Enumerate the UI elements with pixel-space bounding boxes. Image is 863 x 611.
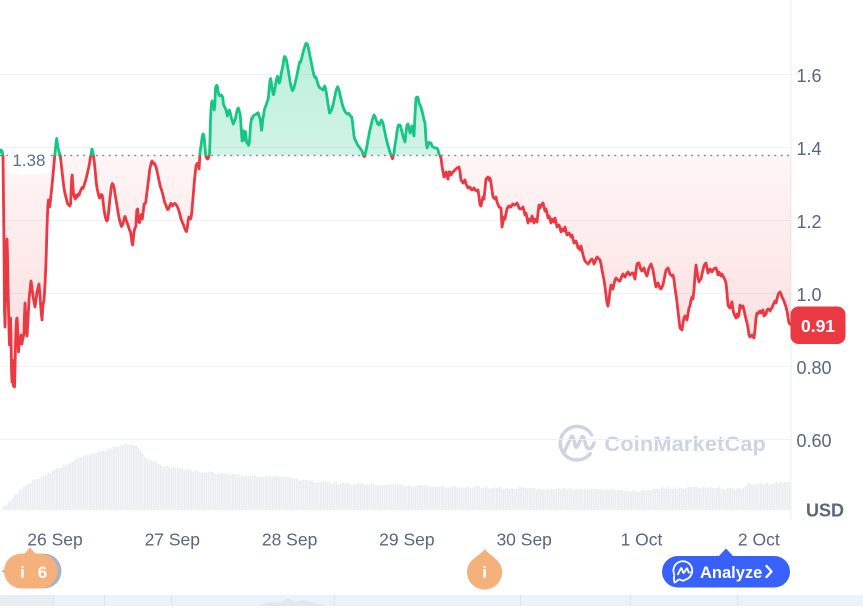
svg-text:0.60: 0.60 — [797, 431, 832, 451]
svg-text:1 Oct: 1 Oct — [621, 529, 663, 549]
svg-text:6: 6 — [38, 563, 47, 582]
svg-text:0.80: 0.80 — [797, 358, 832, 378]
svg-text:0.91: 0.91 — [801, 316, 835, 336]
svg-text:27 Sep: 27 Sep — [145, 529, 200, 549]
svg-text:i: i — [482, 563, 487, 582]
svg-text:29 Sep: 29 Sep — [379, 529, 434, 549]
svg-text:1.0: 1.0 — [797, 285, 822, 305]
svg-text:i: i — [20, 563, 25, 582]
svg-text:30 Sep: 30 Sep — [496, 529, 551, 549]
svg-text:28 Sep: 28 Sep — [262, 529, 317, 549]
svg-text:1.38: 1.38 — [12, 151, 45, 170]
svg-text:1.2: 1.2 — [797, 212, 822, 232]
svg-text:Analyze: Analyze — [700, 564, 762, 582]
svg-text:1.4: 1.4 — [797, 139, 822, 159]
svg-text:1.6: 1.6 — [797, 66, 822, 86]
svg-text:2 Oct: 2 Oct — [738, 529, 780, 549]
svg-text:CoinMarketCap: CoinMarketCap — [605, 432, 767, 456]
svg-text:26 Sep: 26 Sep — [27, 529, 82, 549]
svg-text:USD: USD — [806, 501, 844, 521]
